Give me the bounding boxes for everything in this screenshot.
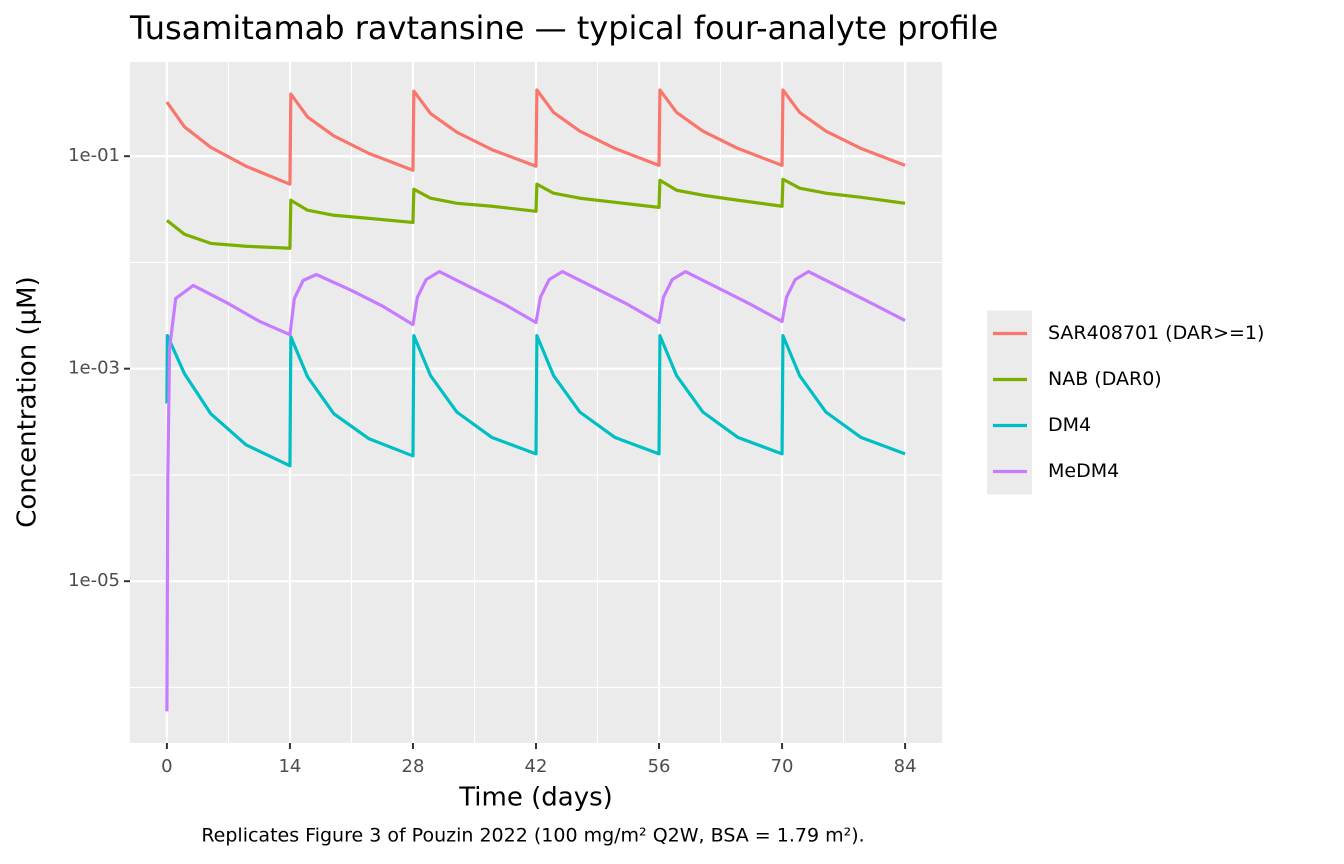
x-tick-label: 14	[278, 756, 301, 777]
y-tick-label: 1e-01	[68, 145, 120, 166]
x-tick-label: 70	[771, 756, 794, 777]
x-axis-title: Time (days)	[458, 783, 613, 813]
legend-label: NAB (DAR0)	[1048, 368, 1162, 390]
y-tick-label: 1e-03	[68, 358, 120, 379]
x-tick-label: 28	[402, 756, 425, 777]
chart-title: Tusamitamab ravtansine — typical four-an…	[129, 9, 998, 47]
legend-label: SAR408701 (DAR>=1)	[1048, 322, 1264, 344]
caption: Replicates Figure 3 of Pouzin 2022 (100 …	[201, 825, 864, 847]
y-tick-label: 1e-05	[68, 570, 120, 591]
data-line	[165, 333, 906, 468]
legend-label: MeDM4	[1048, 460, 1119, 482]
legend-background	[987, 310, 1032, 495]
data-line	[165, 88, 906, 186]
x-tick-label: 56	[648, 756, 671, 777]
legend-label: DM4	[1048, 414, 1091, 436]
data-line	[165, 270, 906, 712]
x-tick-label: 0	[161, 756, 172, 777]
x-tick-label: 42	[525, 756, 548, 777]
y-axis-title: Concentration (µM)	[13, 276, 43, 527]
x-tick-label: 84	[894, 756, 917, 777]
data-line	[165, 177, 906, 250]
